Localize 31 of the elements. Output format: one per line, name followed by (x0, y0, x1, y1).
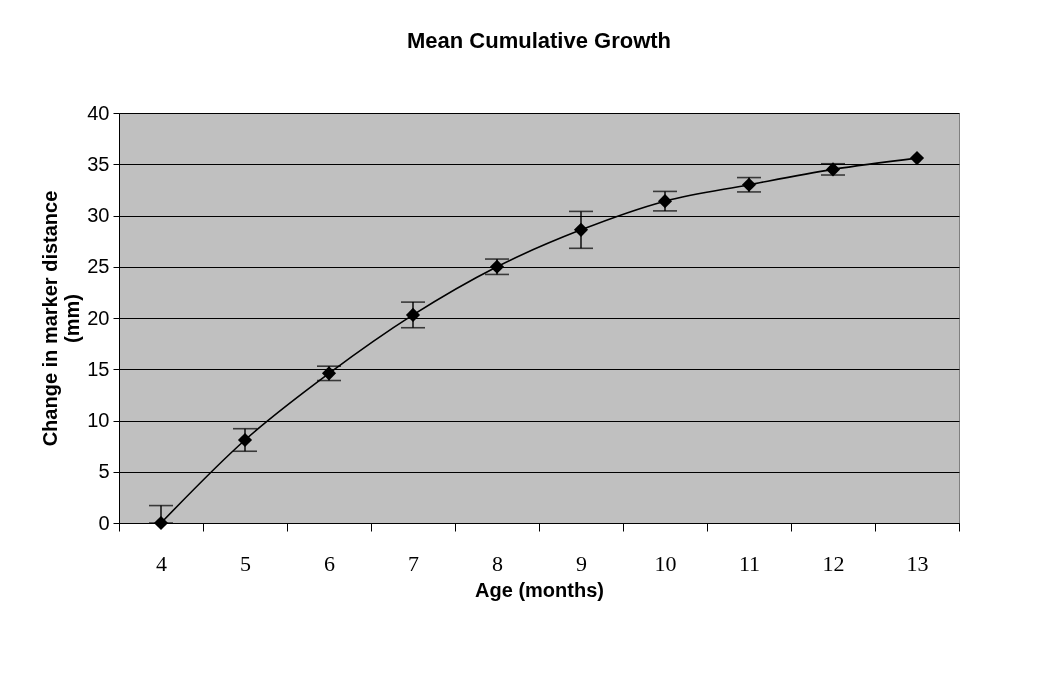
x-tick-label: 6 (324, 550, 335, 576)
y-tick-label: 30 (87, 204, 110, 226)
point (489, 259, 505, 274)
point (573, 222, 589, 237)
point (153, 515, 169, 531)
x-tick-label: 9 (576, 550, 587, 576)
x-tick-label: 11 (738, 550, 761, 576)
x-tick-label: 4 (156, 550, 167, 576)
y-tick-label: 0 (98, 511, 110, 534)
y-tick-label: 40 (87, 101, 110, 124)
x-tick-label: 10 (654, 550, 677, 576)
y-tick-label: 20 (87, 306, 110, 329)
x-tick-label: 7 (408, 550, 419, 576)
x-tick-label: 12 (822, 550, 845, 576)
point (909, 151, 925, 166)
x-tick-label: 8 (492, 550, 503, 576)
y-tick-label: 25 (87, 255, 110, 278)
y-tick-label: 5 (98, 460, 110, 483)
y-tick-label: 35 (87, 152, 110, 175)
x-tick-label: 5 (240, 550, 251, 576)
y-tick-label: 10 (87, 409, 110, 431)
y-tick-label: 15 (87, 357, 110, 380)
x-tick-label: 13 (906, 550, 929, 576)
point (237, 432, 253, 448)
point (741, 177, 757, 192)
point (825, 162, 841, 177)
chart-title: Mean Cumulative Growth (406, 28, 672, 53)
point (321, 366, 337, 381)
x-axis-title: Age (months) (475, 578, 604, 601)
point (405, 307, 421, 322)
y-axis-title: Change in marker distance (mm) (39, 190, 84, 447)
